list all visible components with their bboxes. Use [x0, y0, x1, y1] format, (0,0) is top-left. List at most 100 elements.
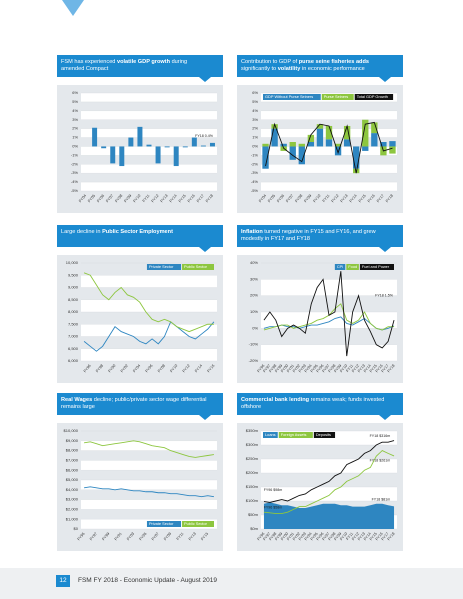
grid-band: [261, 312, 397, 329]
x-tick-label: FY11: [176, 532, 185, 541]
x-tick-label: FY17: [196, 194, 205, 204]
x-tick-label: FY10: [339, 364, 348, 374]
bar: [325, 125, 333, 140]
x-tick-label: FY17: [376, 194, 385, 204]
grid-band: [81, 275, 217, 288]
legend-label: Loans: [265, 432, 276, 437]
grid-band: [81, 146, 217, 156]
title-bar: [237, 393, 403, 415]
x-tick-label: FY07: [322, 364, 331, 374]
x-tick-label: FY06: [145, 364, 154, 374]
x-tick-label: FY03: [126, 532, 135, 542]
y-tick-label: 6,500: [68, 346, 79, 351]
chart-background: [57, 255, 223, 383]
grid-band: [81, 299, 217, 312]
x-tick-label: FY04: [78, 194, 87, 204]
area: [263, 502, 395, 529]
x-tick-label: FY09: [333, 364, 342, 374]
title-notch: [379, 247, 391, 252]
x-tick-label: FY12: [351, 364, 360, 374]
bar: [119, 146, 125, 167]
x-tick-label: FY97: [263, 364, 272, 374]
title-bar: [57, 225, 223, 247]
legend-swatch: [182, 264, 214, 270]
legend-label: Total GDP Growth: [357, 94, 388, 99]
x-tick-label: FY99: [101, 532, 110, 542]
panel-title: Commercial bank lending remains weak; fu…: [241, 397, 391, 411]
y-tick-label: -10%: [249, 342, 259, 347]
title-segment: Large decline in: [61, 229, 103, 235]
y-tick-label: 6,000: [68, 358, 79, 363]
y-tick-label: 40%: [250, 260, 258, 265]
x-tick-label: FY16: [375, 364, 384, 374]
x-tick-label: FY02: [120, 364, 129, 374]
bar: [371, 133, 378, 147]
bar: [334, 146, 342, 156]
title-segment: during amended Compact: [61, 59, 188, 72]
legend-swatch: [263, 432, 278, 438]
x-tick-label: FY05: [139, 532, 148, 542]
grid-band: [261, 182, 397, 191]
page-number: 12: [56, 575, 70, 587]
x-tick-label: FY02: [292, 364, 301, 374]
x-tick-label: FY96: [257, 364, 266, 374]
y-tick-label: $100m: [246, 498, 259, 503]
y-tick-label: 0%: [72, 144, 78, 149]
x-tick-label: FY98: [95, 364, 104, 374]
bar: [289, 142, 296, 147]
x-tick-label: FY10: [313, 194, 322, 204]
bar: [389, 146, 396, 154]
x-tick-label: FY11: [345, 364, 354, 373]
bar: [209, 142, 215, 147]
grid-band: [261, 459, 397, 473]
x-tick-label: FY13: [188, 532, 197, 542]
title-notch: [199, 77, 211, 82]
bar: [325, 139, 333, 147]
y-tick-label: 2%: [72, 126, 78, 131]
y-tick-label: $8,000: [66, 448, 79, 453]
legend-swatch: [334, 264, 346, 270]
bar: [280, 143, 287, 147]
x-tick-label: FY07: [151, 532, 160, 542]
x-tick-label: FY07: [105, 194, 114, 204]
bar: [191, 137, 197, 147]
grid-band: [81, 93, 217, 102]
legend-label: Food: [348, 264, 357, 269]
annotation: FY18 $81m: [372, 498, 391, 502]
y-tick-label: 5%: [72, 99, 78, 104]
y-tick-label: -3%: [251, 170, 259, 175]
x-tick-label: FY08: [294, 194, 303, 204]
bar: [262, 146, 269, 169]
footer-text: FSM FY 2018 - Economic Update - August 2…: [78, 577, 217, 584]
annotation: FY96 $58m: [264, 505, 283, 509]
x-tick-label: FY13: [357, 364, 366, 374]
y-tick-label: 10%: [250, 309, 258, 314]
x-tick-label: FY17: [381, 364, 390, 374]
x-tick-label: FY14: [363, 364, 372, 374]
x-tick-label: FY05: [310, 532, 319, 542]
x-tick-label: FY03: [298, 364, 307, 374]
x-tick-label: FY10: [133, 194, 142, 204]
x-tick-label: FY18: [385, 194, 394, 204]
legend-label: Foreign Assets: [281, 432, 307, 437]
bar: [362, 146, 369, 151]
bar: [200, 145, 206, 147]
annotation: FY18 $261m: [370, 458, 391, 462]
legend-swatch: [346, 264, 359, 270]
title-segment: Public Sector Employment: [102, 229, 173, 235]
bar: [343, 125, 351, 140]
grid-band: [261, 279, 397, 296]
y-tick-label: 8,500: [68, 297, 79, 302]
bar: [353, 146, 360, 169]
y-tick-label: 3%: [252, 117, 258, 122]
x-tick-label: FY01: [286, 364, 295, 374]
y-tick-label: 5%: [252, 99, 258, 104]
x-tick-label: FY04: [132, 364, 141, 374]
grid-band: [81, 110, 217, 120]
legend-swatch: [313, 432, 336, 438]
y-tick-label: $350m: [246, 428, 259, 433]
line: [263, 440, 395, 503]
x-tick-label: FY13: [160, 194, 169, 204]
grid-band: [261, 110, 397, 120]
